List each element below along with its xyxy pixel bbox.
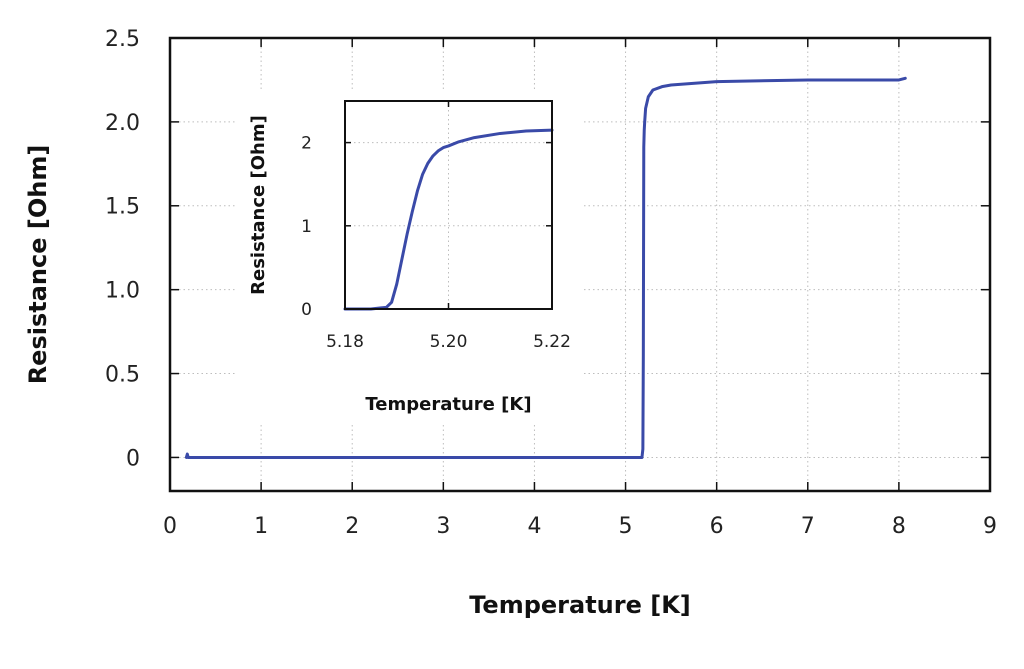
- main-x-tick-label: 9: [983, 514, 997, 539]
- main-x-tick-label: 2: [345, 514, 359, 539]
- main-y-tick-label: 2.5: [105, 27, 140, 52]
- main-series: [184, 76, 907, 459]
- inset-series-line: [343, 128, 554, 311]
- inset-x-tick-label: 5.18: [326, 332, 364, 352]
- main-x-tick-label: 8: [892, 514, 906, 539]
- main-x-axis-title: Temperature [K]: [469, 591, 691, 619]
- main-x-tick-label: 1: [254, 514, 268, 539]
- main-y-tick-label: 2.0: [105, 111, 140, 136]
- main-x-tick-label: 4: [527, 514, 541, 539]
- inset-y-axis-title: Resistance [Ohm]: [248, 115, 269, 295]
- main-series-line: [184, 76, 907, 459]
- inset-y-tick-label: 0: [301, 300, 312, 320]
- inset-x-tick-label: 5.20: [430, 332, 468, 352]
- inset-series: [343, 128, 554, 311]
- inset-plot-frame: [344, 100, 553, 310]
- main-y-tick-label: 1.0: [105, 279, 140, 304]
- main-y-tick-label: 0.5: [105, 362, 140, 387]
- inset-x-tick-label: 5.22: [533, 332, 571, 352]
- main-plot-frame: [168, 36, 992, 493]
- inset-ticks: 5.18 5.20 5.22 0 1 2: [301, 101, 571, 352]
- main-x-tick-label: 5: [619, 514, 633, 539]
- main-ticks: 0 1 2 3 4 5 6 7 8 9 0 0.5 1.0 1.5 2.0 2.5: [105, 27, 997, 539]
- inset-x-axis-title: Temperature [K]: [365, 394, 531, 415]
- inset-y-tick-label: 1: [301, 217, 312, 237]
- main-x-tick-label: 6: [710, 514, 724, 539]
- main-x-tick-label: 3: [436, 514, 450, 539]
- main-y-axis-title: Resistance [Ohm]: [24, 145, 52, 385]
- inset-mask: [236, 90, 581, 422]
- main-x-tick-label: 7: [801, 514, 815, 539]
- inset-y-tick-label: 2: [301, 134, 312, 154]
- main-y-tick-label: 1.5: [105, 195, 140, 220]
- main-y-tick-label: 0: [126, 446, 140, 471]
- main-x-tick-label: 0: [163, 514, 177, 539]
